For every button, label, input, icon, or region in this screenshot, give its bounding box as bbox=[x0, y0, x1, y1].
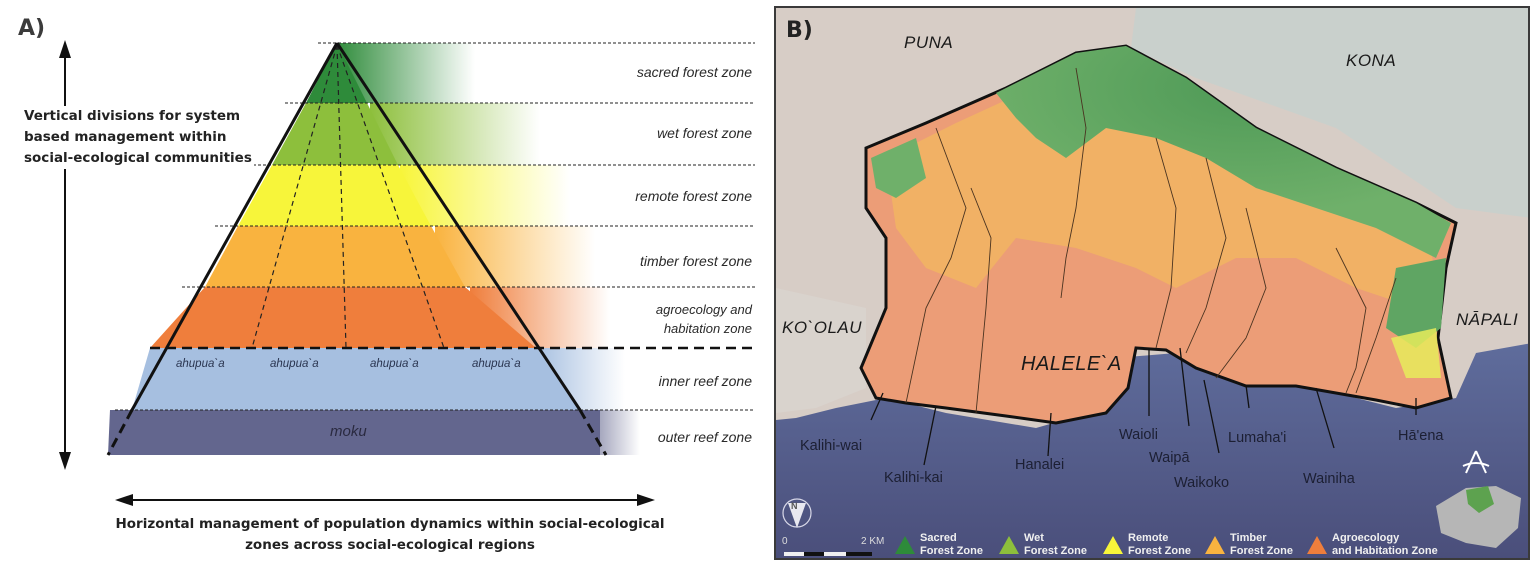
zone-label-wet: wet forest zone bbox=[657, 125, 752, 141]
scale-bar-end: 2 KM bbox=[861, 536, 885, 547]
region-label-kona: KONA bbox=[1346, 51, 1397, 70]
legend-label: Timber bbox=[1230, 532, 1267, 544]
region-label-puna: PUNA bbox=[904, 33, 954, 52]
triangle-icon bbox=[999, 536, 1019, 554]
horizontal-axis-label: Horizontal management of population dyna… bbox=[115, 516, 665, 553]
legend-item-remote: Remote Forest Zone bbox=[1102, 532, 1191, 558]
zone-label-agroecology-line1: agroecology and bbox=[655, 302, 752, 317]
legend-label: Wet bbox=[1024, 532, 1044, 544]
ahupuaa-label-kalihi-kai: Kalihi-kai bbox=[884, 470, 943, 486]
moku-label: moku bbox=[330, 423, 367, 440]
legend-item-sacred: Sacred Forest Zone bbox=[894, 532, 983, 558]
ahupuaa-label: ahupua`a bbox=[270, 358, 319, 370]
zone-label-outer-reef: outer reef zone bbox=[657, 429, 752, 445]
vertical-axis-label: Vertical divisions for system based mana… bbox=[24, 106, 254, 169]
legend-label: Agroecology bbox=[1332, 532, 1400, 544]
legend-label: and Habitation Zone bbox=[1332, 545, 1438, 557]
zone-label-inner-reef: inner reef zone bbox=[658, 373, 752, 389]
panel-b-label: B) bbox=[786, 18, 813, 43]
ahupuaa-label-hanalei: Hanalei bbox=[1015, 457, 1065, 473]
triangle-icon bbox=[895, 536, 915, 554]
legend-label: Sacred bbox=[920, 532, 957, 544]
zone-label-remote: remote forest zone bbox=[635, 188, 752, 204]
legend-item-timber: Timber Forest Zone bbox=[1204, 532, 1293, 558]
legend-item-agroecology: Agroecology and Habitation Zone bbox=[1306, 532, 1438, 558]
panel-a-pyramid-diagram: A) Vertical divisions for system based m… bbox=[18, 16, 755, 553]
region-label-koolau: KO`OLAU bbox=[782, 318, 863, 337]
legend-label: Forest Zone bbox=[1024, 545, 1087, 557]
ahupuaa-label: ahupua`a bbox=[472, 358, 521, 370]
ahupuaa-label-lumahai: Lumaha'i bbox=[1228, 430, 1287, 446]
triangle-icon bbox=[1205, 536, 1225, 554]
ahupuaa-label: ahupua`a bbox=[176, 358, 225, 370]
ahupuaa-label-waipa: Waipā bbox=[1149, 450, 1190, 466]
legend-label: Remote bbox=[1128, 532, 1169, 544]
region-label-napali: NĀPALI bbox=[1456, 310, 1519, 329]
triangle-icon bbox=[1103, 536, 1123, 554]
legend-label: Forest Zone bbox=[1230, 545, 1293, 557]
panel-b-map: B) PUNA KONA KO`OLAU NĀPALI HALELE`A Kal… bbox=[774, 6, 1530, 560]
terrain-map bbox=[776, 8, 1528, 558]
ahupuaa-label-kalihi-wai: Kalihi-wai bbox=[800, 438, 863, 454]
ahupuaa-label-waikoko: Waikoko bbox=[1174, 475, 1230, 491]
zone-label-sacred: sacred forest zone bbox=[636, 64, 752, 80]
ahupuaa-label-haena: Hā'ena bbox=[1398, 428, 1444, 444]
ahupuaa-label-waioli: Waioli bbox=[1119, 427, 1158, 443]
zone-label-agroecology-line2: habitation zone bbox=[663, 321, 752, 336]
panel-a-label: A) bbox=[18, 16, 46, 41]
zone-label-timber: timber forest zone bbox=[639, 253, 752, 269]
legend-item-wet: Wet Forest Zone bbox=[998, 532, 1087, 558]
ahupuaa-label: ahupua`a bbox=[370, 358, 419, 370]
north-arrow-label: N bbox=[791, 501, 798, 511]
triangle-icon bbox=[1307, 536, 1327, 554]
region-label-halelea: HALELE`A bbox=[1021, 353, 1122, 375]
scale-bar-start: 0 bbox=[782, 536, 788, 547]
legend-label: Forest Zone bbox=[1128, 545, 1191, 557]
pyramid-graphic bbox=[59, 40, 755, 506]
ahupuaa-label-wainiha: Wainiha bbox=[1303, 471, 1355, 487]
legend-label: Forest Zone bbox=[920, 545, 983, 557]
